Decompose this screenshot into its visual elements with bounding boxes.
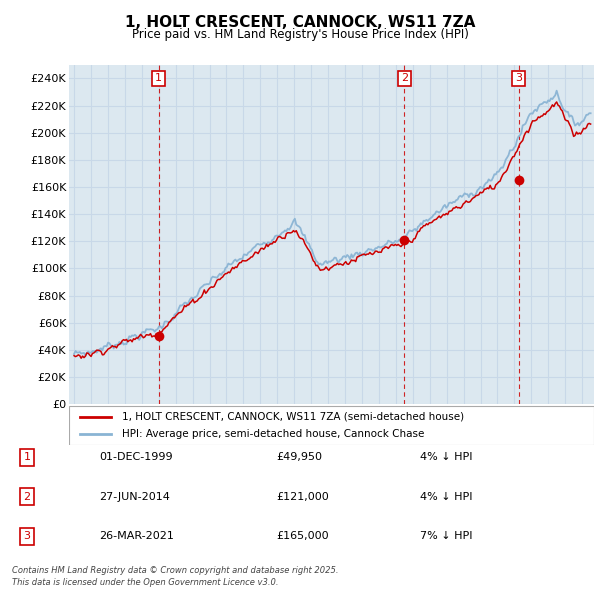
Text: 1, HOLT CRESCENT, CANNOCK, WS11 7ZA (semi-detached house): 1, HOLT CRESCENT, CANNOCK, WS11 7ZA (sem… xyxy=(121,412,464,422)
Text: 4% ↓ HPI: 4% ↓ HPI xyxy=(420,453,473,462)
Text: 3: 3 xyxy=(515,73,522,83)
Text: Price paid vs. HM Land Registry's House Price Index (HPI): Price paid vs. HM Land Registry's House … xyxy=(131,28,469,41)
Text: 1: 1 xyxy=(155,73,162,83)
Text: HPI: Average price, semi-detached house, Cannock Chase: HPI: Average price, semi-detached house,… xyxy=(121,429,424,439)
Text: 01-DEC-1999: 01-DEC-1999 xyxy=(99,453,173,462)
Text: £49,950: £49,950 xyxy=(276,453,322,462)
Text: £121,000: £121,000 xyxy=(276,492,329,502)
Text: 27-JUN-2014: 27-JUN-2014 xyxy=(99,492,170,502)
Text: Contains HM Land Registry data © Crown copyright and database right 2025.
This d: Contains HM Land Registry data © Crown c… xyxy=(12,566,338,587)
FancyBboxPatch shape xyxy=(69,406,594,445)
Text: 4% ↓ HPI: 4% ↓ HPI xyxy=(420,492,473,502)
Text: 2: 2 xyxy=(401,73,408,83)
Text: 1, HOLT CRESCENT, CANNOCK, WS11 7ZA: 1, HOLT CRESCENT, CANNOCK, WS11 7ZA xyxy=(125,15,475,30)
Text: 1: 1 xyxy=(23,453,31,462)
Text: 3: 3 xyxy=(23,532,31,541)
Text: 7% ↓ HPI: 7% ↓ HPI xyxy=(420,532,473,541)
Text: 2: 2 xyxy=(23,492,31,502)
Text: £165,000: £165,000 xyxy=(276,532,329,541)
Text: 26-MAR-2021: 26-MAR-2021 xyxy=(99,532,174,541)
